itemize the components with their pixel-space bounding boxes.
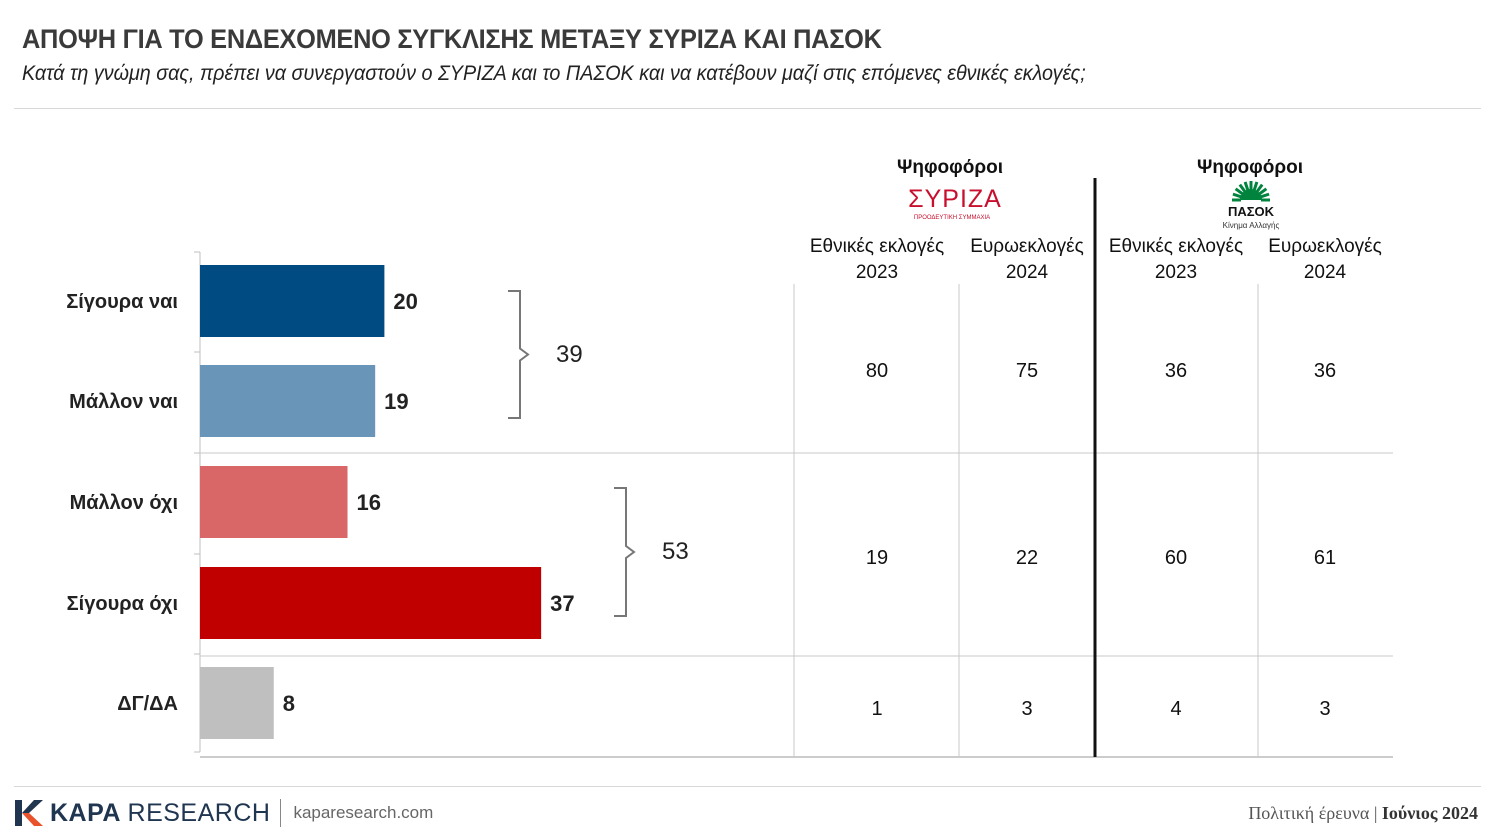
bar-4 [200, 667, 274, 739]
footer-pipe: | [1373, 803, 1378, 823]
bar-2 [200, 466, 348, 538]
group-bracket [614, 487, 636, 617]
category-label: Μάλλον όχι [70, 492, 178, 514]
kapa-research-logo: KAPA RESEARCH kaparesearch.com [14, 797, 433, 829]
party-header: Ψηφοφόροι [1197, 157, 1303, 178]
column-header-line1: Ευρωεκλογές [970, 236, 1084, 257]
value-label: 19 [384, 389, 408, 414]
table-cell: 22 [1016, 547, 1038, 569]
brand-name: KAPA RESEARCH [50, 799, 270, 828]
page-title: ΑΠΟΨΗ ΓΙΑ ΤΟ ΕΝΔΕΧΟΜΕΝΟ ΣΥΓΚΛΙΣΗΣ ΜΕΤΑΞΥ… [22, 24, 882, 54]
page-subtitle: Κατά τη γνώμη σας, πρέπει να συνεργαστού… [22, 62, 1086, 85]
column-header-line2: 2024 [1304, 262, 1347, 283]
pasok-sun-ray [1260, 192, 1270, 199]
syriza-logo-subtext: ΠΡΟΟΔΕΥΤΙΚΗ ΣΥΜΜΑΧΙΑ [914, 215, 990, 221]
value-label: 20 [393, 289, 417, 314]
column-header-line1: Εθνικές εκλογές [1109, 236, 1243, 257]
bar-0 [200, 265, 385, 337]
bar-1 [200, 365, 376, 437]
table-cell: 19 [866, 547, 888, 569]
pasok-sun-ray [1243, 181, 1250, 191]
header-divider [14, 108, 1481, 109]
brand-bold: KAPA [50, 798, 121, 827]
value-label: 8 [283, 691, 295, 716]
pasok-sun-ray [1232, 192, 1242, 199]
table-cell: 1 [871, 698, 882, 720]
group-total: 53 [662, 538, 689, 565]
table-cell: 36 [1165, 360, 1187, 382]
value-label: 16 [357, 490, 381, 515]
footer-category: Πολιτική έρευνα [1248, 803, 1370, 823]
group-bracket [508, 290, 530, 419]
column-header-line2: 2023 [1155, 262, 1197, 283]
pasok-logo: ΠΑΣΟΚ [1228, 204, 1275, 219]
pasok-sun-ray [1255, 183, 1264, 193]
footer-divider [14, 786, 1481, 787]
value-label: 37 [550, 591, 574, 616]
footer-date: Ιούνιος 2024 [1381, 803, 1478, 823]
pasok-sun-ray [1252, 181, 1259, 191]
pasok-sun-ray [1258, 187, 1268, 196]
group-total: 39 [556, 341, 583, 368]
footer-separator-line [280, 799, 282, 827]
bar-3 [200, 567, 542, 639]
pasok-logo-subtext: Κίνημα Αλλαγής [1223, 221, 1280, 230]
column-header-line1: Εθνικές εκλογές [810, 236, 944, 257]
category-label: Μάλλον ναι [69, 391, 178, 413]
pasok-sun-ray [1234, 187, 1244, 196]
pasok-sun-icon [1240, 189, 1262, 200]
table-cell: 3 [1319, 698, 1330, 720]
pasok-sun-ray [1238, 183, 1247, 193]
website-link[interactable]: kaparesearch.com [293, 803, 434, 822]
table-cell: 75 [1016, 360, 1038, 382]
table-cell: 80 [866, 360, 888, 382]
category-label: ΔΓ/ΔΑ [117, 693, 178, 715]
syriza-logo: ΣΥΡΙΖΑ [908, 185, 1002, 213]
table-cell: 3 [1021, 698, 1032, 720]
category-label: Σίγουρα όχι [67, 593, 178, 615]
footer-note: Πολιτική έρευνα | Ιούνιος 2024 [1248, 803, 1478, 824]
column-header-line2: 2024 [1006, 262, 1049, 283]
table-cell: 61 [1314, 547, 1336, 569]
column-header-line1: Ευρωεκλογές [1268, 236, 1382, 257]
table-cell: 36 [1314, 360, 1336, 382]
category-label: Σίγουρα ναι [66, 291, 178, 313]
table-cell: 60 [1165, 547, 1187, 569]
column-header-line2: 2023 [856, 262, 898, 283]
table-cell: 4 [1170, 698, 1181, 720]
kapa-k-icon [15, 800, 43, 826]
party-header: Ψηφοφόροι [897, 157, 1003, 178]
brand-light: RESEARCH [127, 798, 271, 827]
